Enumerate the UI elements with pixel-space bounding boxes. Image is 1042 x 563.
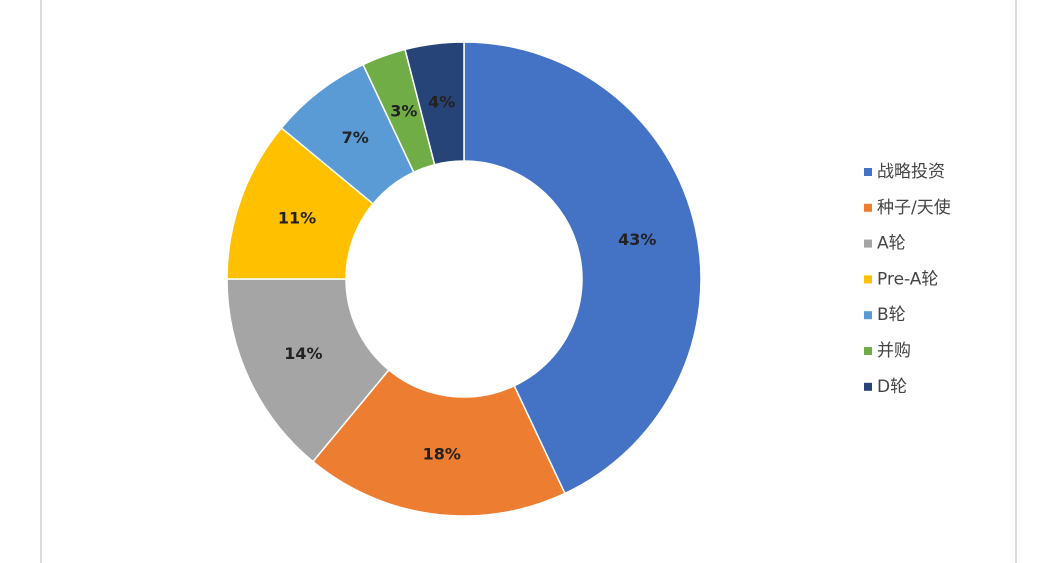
- legend-label: 战略投资: [877, 162, 945, 182]
- donut-segment: [311, 368, 566, 517]
- data-label: 43%: [618, 230, 656, 249]
- legend-swatch: [864, 239, 872, 248]
- data-label: 3%: [390, 101, 417, 120]
- data-label: 18%: [423, 445, 461, 464]
- legend-swatch: [864, 203, 872, 212]
- legend-label: D轮: [877, 377, 907, 397]
- legend-label: A轮: [877, 234, 906, 254]
- legend-swatch: [864, 168, 872, 176]
- donut-segment: [463, 41, 702, 495]
- legend-swatch: [864, 275, 872, 284]
- data-label: 11%: [278, 208, 316, 227]
- data-label: 7%: [342, 128, 369, 147]
- donut-segment: [226, 278, 390, 463]
- legend-swatch: [864, 347, 872, 355]
- legend-swatch: [864, 311, 872, 320]
- legend-label: B轮: [877, 305, 906, 325]
- data-label: 4%: [428, 92, 455, 111]
- legend-label: 种子/天使: [877, 197, 951, 218]
- legend-swatch: [864, 382, 872, 391]
- data-label: 14%: [284, 344, 322, 363]
- legend-label: 并购: [877, 341, 911, 361]
- donut-segment: [404, 41, 465, 166]
- legend-label: Pre-A轮: [877, 269, 938, 289]
